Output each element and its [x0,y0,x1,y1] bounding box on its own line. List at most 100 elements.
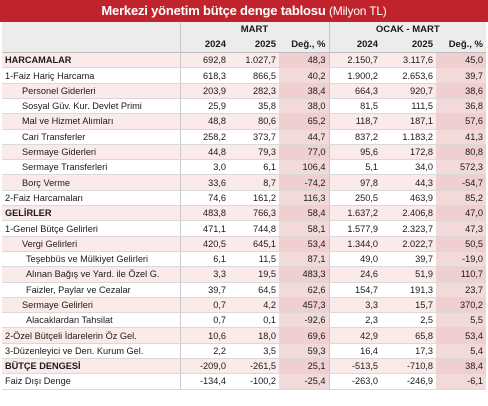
table-row: 2-Özel Bütçeli İdarelerin Öz Gel. 10,6 18,… [2,327,486,344]
table-title: Merkezi yönetim bütçe denge tablosu (Mil… [0,0,488,22]
row-value: 3,3 [328,297,381,314]
row-value: -134,4 [179,373,229,390]
row-value: 95,6 [328,144,381,161]
row-value: 35,8 [229,98,279,115]
row-value: 44,8 [179,144,229,161]
row-value: 81,5 [328,98,381,115]
table-row: Alacaklardan Tahsilat 0,7 0,1 -92,6 2,3 2,5 5,… [2,312,486,329]
table-row: Cari Transferler 258,2 373,7 44,7 837,2 1.183… [2,129,486,145]
row-value: 6,1 [229,159,279,176]
row-value: 24,6 [328,266,381,283]
row-value: -92,6 [279,312,329,329]
row-value: 34,0 [381,159,436,176]
row-label: Alacaklardan Tahsilat [2,312,180,329]
row-value: 77,0 [279,144,329,161]
row-value: 10,6 [179,327,229,344]
row-value: 59,3 [279,343,329,360]
row-value: 2.323,7 [381,220,436,237]
row-value: 161,2 [229,190,279,207]
row-value: 85,2 [436,190,486,207]
row-value: -263,0 [328,373,381,390]
row-label: GELİRLER [2,205,180,222]
row-value: 154,7 [328,282,381,298]
row-value: 58,4 [279,205,329,222]
row-value: 766,3 [229,205,279,222]
row-value: 0,7 [179,297,229,314]
row-value: 1.637,2 [328,205,381,222]
col-header: 2025 [229,37,279,54]
row-value: -513,5 [328,358,381,375]
row-value: 106,4 [279,159,329,176]
column-header-row: 2024 2025 Değ., % 2024 2025 Değ., % [2,37,486,54]
col-header: 2024 [328,37,381,54]
title-unit: (Milyon TL) [329,4,387,18]
row-value: 19,5 [229,266,279,283]
row-value: -710,8 [381,358,436,375]
row-value: 3.117,6 [381,52,436,69]
row-value: 866,5 [229,67,279,84]
row-value: 51,9 [381,266,436,283]
row-value: 87,1 [279,251,329,268]
row-value: 39,7 [436,67,486,84]
row-value: 44,3 [381,174,436,191]
row-value: 1.183,2 [381,129,436,145]
row-label: Sermaye Gelirleri [2,297,180,314]
row-value: 373,7 [229,129,279,145]
row-value: 3,3 [179,266,229,283]
row-value: 187,1 [381,113,436,130]
row-value: -6,1 [436,373,486,390]
table-row: Faiz Dışı Denge -134,4 -100,2 -25,4 -263,0 -2… [2,373,486,390]
row-value: 47,0 [436,205,486,222]
row-label: BÜTÇE DENGESİ [2,358,180,375]
row-label: 2-Özel Bütçeli İdarelerin Öz Gel. [2,327,180,344]
row-value: 457,3 [279,297,329,314]
row-label: Borç Verme [2,174,180,191]
row-value: 4,2 [229,297,279,314]
row-value: 250,5 [328,190,381,207]
table-row: Vergi Gelirleri 420,5 645,1 53,4 1.344,0 2.02… [2,236,486,252]
row-value: 1.344,0 [328,236,381,252]
row-value: 5,1 [328,159,381,176]
row-value: 65,8 [381,327,436,344]
row-label: Sermaye Giderleri [2,144,180,161]
col-header: 2024 [179,37,229,54]
row-value: 18,0 [229,327,279,344]
row-value: 74,6 [179,190,229,207]
row-value: 5,4 [436,343,486,360]
row-value: 48,3 [279,52,329,69]
table-row: Alınan Bağış ve Yard. ile Özel G. 3,3 19,5… [2,266,486,283]
row-label: Faizler, Paylar ve Cezalar [2,282,180,298]
row-value: -74,2 [279,174,329,191]
row-value: 25,9 [179,98,229,115]
row-value: 39,7 [381,251,436,268]
row-value: 38,4 [279,83,329,99]
table-row: Teşebbüs ve Mülkiyet Gelirleri 6,1 11,5 87,… [2,251,486,268]
row-value: 1.900,2 [328,67,381,84]
table-row: Sermaye Gelirleri 0,7 4,2 457,3 3,3 15,7 370,2 [2,297,486,314]
row-value: 2,2 [179,343,229,360]
row-value: 49,0 [328,251,381,268]
row-label: Sosyal Güv. Kur. Devlet Primi [2,98,180,115]
row-value: 5,5 [436,312,486,329]
col-header: Değ., % [436,37,486,54]
row-label: Cari Transferler [2,129,180,145]
row-value: 744,8 [229,220,279,237]
row-value: 44,7 [279,129,329,145]
row-value: 25,1 [279,358,329,375]
row-value: 920,7 [381,83,436,99]
table-row: 1-Faiz Hariç Harcama 618,3 866,5 40,2 1.900,… [2,67,486,84]
row-value: 172,8 [381,144,436,161]
row-value: 17,3 [381,343,436,360]
table-row: GELİRLER 483,8 766,3 58,4 1.637,2 2.406,8 47,0 [2,205,486,222]
table-row: BÜTÇE DENGESİ -209,0 -261,5 25,1 -513,5 -710,… [2,358,486,375]
row-label: Vergi Gelirleri [2,236,180,252]
row-value: 837,2 [328,129,381,145]
row-value: -19,0 [436,251,486,268]
title-text: Merkezi yönetim bütçe denge tablosu [101,3,326,18]
row-value: 282,3 [229,83,279,99]
row-value: 47,3 [436,220,486,237]
row-value: 53,4 [436,327,486,344]
row-value: 2,3 [328,312,381,329]
row-value: 116,3 [279,190,329,207]
row-label: Sermaye Transferleri [2,159,180,176]
